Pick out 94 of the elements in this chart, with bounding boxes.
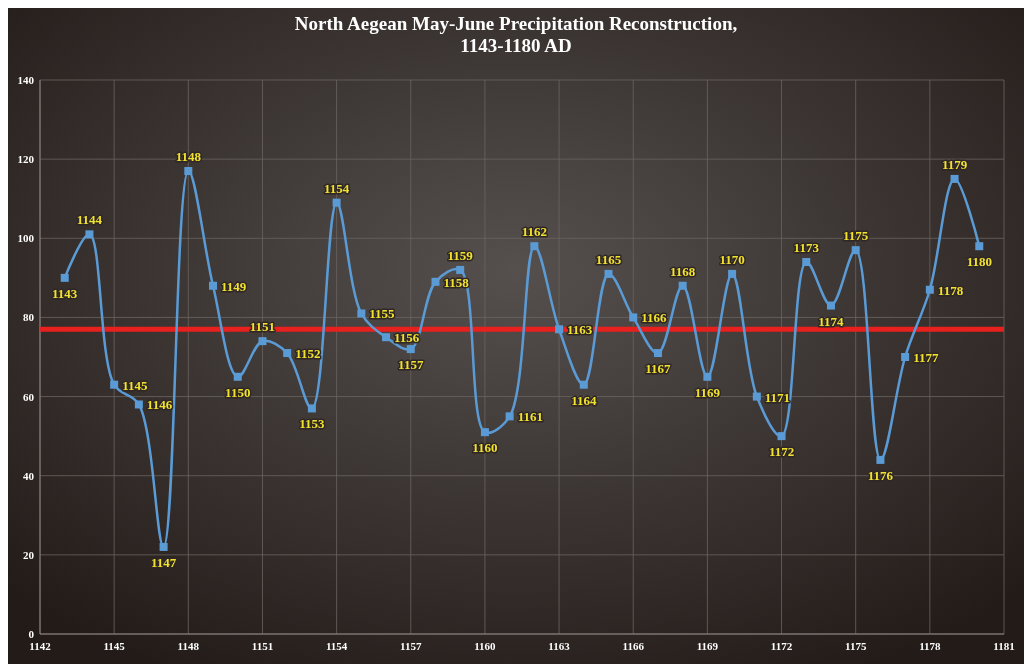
point: [530, 242, 539, 251]
point: [604, 269, 613, 278]
point: [555, 325, 564, 334]
point: [925, 285, 934, 294]
annotation: 1143: [52, 285, 78, 301]
annotation: 1145: [122, 377, 148, 393]
y-tick-label: 100: [17, 232, 35, 245]
point: [209, 281, 218, 290]
point: [728, 269, 737, 278]
annotation: 1165: [595, 251, 622, 267]
annotation: 1162: [521, 224, 548, 240]
annotation: 1155: [369, 306, 396, 322]
annotation: 1170: [719, 251, 745, 267]
point: [629, 313, 638, 322]
annotation: 1148: [175, 149, 202, 165]
point: [332, 198, 341, 207]
x-tick-label: 1142: [29, 640, 52, 652]
point: [975, 242, 984, 251]
point: [110, 380, 119, 389]
annotation: 1161: [517, 409, 543, 425]
annotation: 1169: [694, 384, 721, 400]
annotation: 1164: [571, 392, 597, 408]
x-tick-label: 1157: [400, 640, 422, 652]
annotation: 1154: [323, 180, 350, 196]
x-tick-label: 1166: [622, 640, 645, 652]
point: [826, 301, 835, 310]
annotation: 1157: [398, 357, 424, 373]
annotation: 1179: [941, 156, 968, 172]
annotation: 1167: [645, 361, 672, 377]
annotation: 1178: [937, 282, 964, 298]
point: [233, 372, 242, 381]
point: [283, 349, 292, 358]
x-tick-label: 1160: [474, 640, 497, 652]
point: [307, 404, 316, 413]
x-tick-label: 1178: [919, 640, 942, 652]
point: [802, 258, 811, 267]
annotation: 1173: [793, 240, 820, 256]
point: [851, 246, 860, 255]
y-tick-label: 120: [17, 153, 35, 166]
x-tick-label: 1145: [103, 640, 126, 652]
annotation: 1159: [447, 247, 474, 263]
annotation: 1160: [472, 440, 498, 456]
annotation: 1149: [221, 278, 247, 294]
annotation: 1176: [867, 467, 894, 483]
point: [382, 333, 391, 342]
annotation: 1175: [843, 228, 869, 244]
point: [456, 265, 465, 274]
point: [431, 277, 440, 286]
x-tick-label: 1154: [325, 640, 348, 652]
annotation: 1180: [966, 254, 992, 270]
y-tick-label: 80: [23, 311, 35, 324]
annotation: 1172: [768, 444, 795, 460]
point: [678, 281, 687, 290]
point: [901, 353, 910, 361]
annotation: 1146: [146, 397, 173, 413]
point: [357, 309, 366, 318]
y-tick-label: 40: [23, 469, 35, 482]
x-tick-label: 1169: [696, 640, 719, 652]
point: [505, 412, 514, 421]
point: [406, 345, 415, 354]
point: [60, 273, 69, 282]
annotation: 1168: [670, 263, 696, 279]
point: [876, 455, 885, 464]
point: [134, 400, 143, 409]
annotation: 1144: [76, 212, 103, 228]
point: [184, 167, 193, 176]
y-tick-label: 20: [23, 548, 35, 561]
annotation: 1174: [818, 313, 845, 329]
point: [703, 372, 712, 381]
x-tick-label: 1148: [177, 640, 200, 652]
y-tick-label: 60: [23, 390, 35, 403]
x-tick-label: 1163: [548, 640, 571, 652]
y-tick-label: 0: [28, 628, 35, 640]
x-tick-label: 1151: [251, 640, 274, 652]
point: [258, 337, 267, 346]
point: [653, 349, 662, 358]
point: [950, 174, 959, 183]
annotation: 1152: [295, 346, 321, 362]
annotation: 1177: [913, 350, 939, 365]
point: [480, 428, 489, 437]
annotation: 1153: [299, 416, 326, 432]
point: [159, 542, 168, 551]
y-tick-label: 140: [17, 74, 35, 86]
x-tick-label: 1172: [770, 640, 793, 652]
x-tick-label: 1175: [844, 640, 867, 652]
annotation: 1150: [225, 384, 251, 400]
annotation: 1166: [641, 310, 668, 326]
annotation: 1147: [150, 554, 177, 570]
x-tick-label: 1181: [993, 640, 1015, 652]
point: [752, 392, 761, 401]
point: [579, 380, 588, 389]
point: [777, 432, 786, 441]
chart-title: North Aegean May-June Precipitation Reconstruction, 1143-1180 AD: [294, 13, 738, 56]
point: [85, 230, 94, 239]
